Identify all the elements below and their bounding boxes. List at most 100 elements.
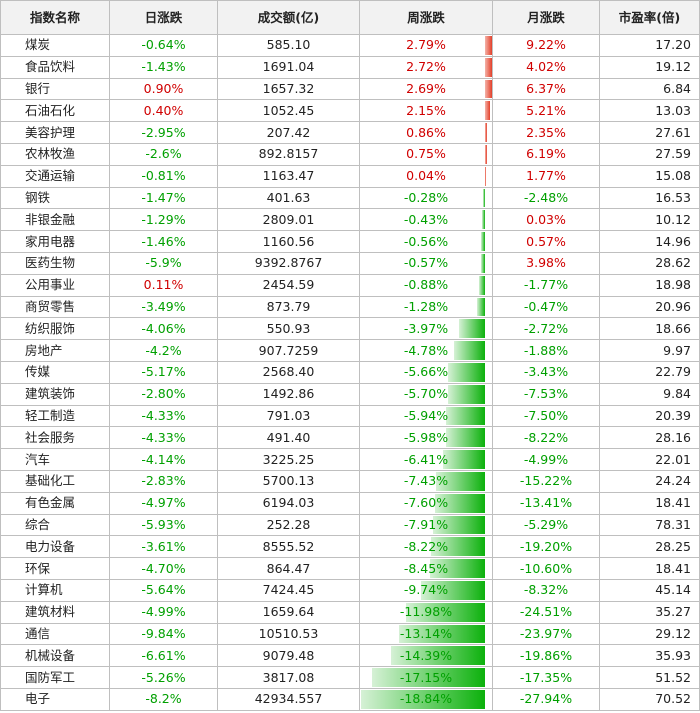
weekly-change-bar <box>433 515 486 535</box>
cell-pe-ratio: 35.27 <box>599 600 700 624</box>
cell-daily-change: 0.40% <box>109 99 218 123</box>
cell-pe-ratio: 14.96 <box>599 230 700 253</box>
cell-index-name: 汽车 <box>0 448 110 471</box>
cell-index-name: 计算机 <box>0 578 110 602</box>
cell-volume: 1052.45 <box>217 99 360 123</box>
weekly-change-bar <box>481 232 486 251</box>
weekly-change-value: -0.88% <box>403 277 449 293</box>
table-row: 电子 -8.2% 42934.557 -18.84% -27.94% 70.52 <box>0 687 700 711</box>
cell-index-name: 房地产 <box>0 339 110 362</box>
cell-daily-change: -5.93% <box>109 513 218 537</box>
table-body: 煤炭 -0.64% 585.10 2.79% 9.22% 17.20 食品饮料 -1.43% 1… <box>0 34 700 711</box>
cell-weekly-change: -0.43% <box>359 208 493 232</box>
cell-weekly-change: -6.41% <box>359 448 493 471</box>
weekly-change-value: 2.15% <box>406 102 446 118</box>
cell-volume: 2454.59 <box>217 273 360 297</box>
weekly-change-value: 0.04% <box>406 168 446 184</box>
cell-monthly-change: -13.41% <box>492 491 600 515</box>
weekly-change-value: -8.22% <box>403 538 449 554</box>
table-row: 非银金融 -1.29% 2809.01 -0.43% 0.03% 10.12 <box>0 208 700 232</box>
header-pe-ratio: 市盈率(倍) <box>599 0 700 35</box>
cell-monthly-change: -15.22% <box>492 469 600 493</box>
table-header-row: 指数名称 日涨跌 成交额(亿) 周涨跌 月涨跌 市盈率(倍) <box>0 0 700 35</box>
cell-monthly-change: -19.86% <box>492 644 600 668</box>
cell-pe-ratio: 15.08 <box>599 164 700 188</box>
weekly-change-bar <box>479 275 486 295</box>
cell-daily-change: -2.95% <box>109 121 218 144</box>
cell-volume: 8555.52 <box>217 535 360 559</box>
cell-daily-change: -5.9% <box>109 251 218 275</box>
cell-daily-change: 0.11% <box>109 273 218 297</box>
cell-volume: 907.7259 <box>217 339 360 362</box>
cell-weekly-change: -5.66% <box>359 360 493 384</box>
cell-index-name: 食品饮料 <box>0 55 110 79</box>
weekly-change-value: -0.56% <box>403 233 449 249</box>
table-row: 公用事业 0.11% 2454.59 -0.88% -1.77% 18.98 <box>0 273 700 297</box>
cell-daily-change: -2.83% <box>109 469 218 493</box>
cell-weekly-change: 0.86% <box>359 121 493 144</box>
weekly-change-bar <box>406 602 486 622</box>
weekly-change-value: -18.84% <box>399 691 453 707</box>
cell-index-name: 钢铁 <box>0 186 110 210</box>
cell-weekly-change: -11.98% <box>359 600 493 624</box>
weekly-change-bar <box>485 36 492 55</box>
table-row: 国防军工 -5.26% 3817.08 -17.15% -17.35% 51.52 <box>0 666 700 689</box>
cell-daily-change: -4.14% <box>109 448 218 471</box>
weekly-change-value: 2.69% <box>406 80 446 96</box>
weekly-change-value: -3.97% <box>403 320 449 336</box>
weekly-change-bar <box>485 123 488 142</box>
weekly-change-value: 2.72% <box>406 59 446 75</box>
cell-daily-change: -1.29% <box>109 208 218 232</box>
weekly-change-bar <box>442 450 486 469</box>
cell-pe-ratio: 20.39 <box>599 404 700 428</box>
cell-weekly-change: -0.88% <box>359 273 493 297</box>
header-volume: 成交额(亿) <box>217 0 360 35</box>
weekly-change-bar <box>481 253 486 273</box>
cell-volume: 5700.13 <box>217 469 360 493</box>
weekly-change-value: -9.74% <box>403 582 449 598</box>
cell-monthly-change: -7.50% <box>492 404 600 428</box>
table-row: 轻工制造 -4.33% 791.03 -5.94% -7.50% 20.39 <box>0 404 700 428</box>
weekly-change-bar <box>390 646 486 666</box>
weekly-change-bar <box>476 297 486 317</box>
weekly-change-bar <box>421 580 486 600</box>
weekly-change-value: -5.98% <box>403 429 449 445</box>
cell-daily-change: -2.6% <box>109 142 218 166</box>
cell-daily-change: 0.90% <box>109 77 218 101</box>
cell-volume: 2809.01 <box>217 208 360 232</box>
cell-monthly-change: 5.21% <box>492 99 600 123</box>
cell-index-name: 交通运输 <box>0 164 110 188</box>
weekly-change-bar <box>429 559 486 578</box>
cell-monthly-change: 9.22% <box>492 34 600 57</box>
table-row: 医药生物 -5.9% 9392.8767 -0.57% 3.98% 28.62 <box>0 251 700 275</box>
table-row: 综合 -5.93% 252.28 -7.91% -5.29% 78.31 <box>0 513 700 537</box>
weekly-change-bar <box>483 188 486 208</box>
table-row: 商贸零售 -3.49% 873.79 -1.28% -0.47% 20.96 <box>0 295 700 319</box>
cell-daily-change: -4.99% <box>109 600 218 624</box>
cell-weekly-change: -5.94% <box>359 404 493 428</box>
weekly-change-bar <box>459 319 486 339</box>
table-row: 建筑装饰 -2.80% 1492.86 -5.70% -7.53% 9.84 <box>0 382 700 406</box>
cell-pe-ratio: 78.31 <box>599 513 700 537</box>
cell-index-name: 有色金属 <box>0 491 110 515</box>
cell-monthly-change: -0.47% <box>492 295 600 319</box>
weekly-change-bar <box>435 493 486 513</box>
weekly-change-value: -7.91% <box>403 516 449 532</box>
cell-pe-ratio: 70.52 <box>599 687 700 711</box>
cell-pe-ratio: 29.12 <box>599 622 700 646</box>
cell-weekly-change: -0.56% <box>359 230 493 253</box>
cell-pe-ratio: 27.59 <box>599 142 700 166</box>
cell-index-name: 基础化工 <box>0 469 110 493</box>
cell-weekly-change: -3.97% <box>359 317 493 341</box>
cell-volume: 791.03 <box>217 404 360 428</box>
cell-index-name: 综合 <box>0 513 110 537</box>
table-row: 有色金属 -4.97% 6194.03 -7.60% -13.41% 18.41 <box>0 491 700 515</box>
weekly-change-value: -0.28% <box>403 189 449 205</box>
weekly-change-bar <box>445 428 486 448</box>
cell-daily-change: -9.84% <box>109 622 218 646</box>
table-row: 交通运输 -0.81% 1163.47 0.04% 1.77% 15.08 <box>0 164 700 188</box>
cell-volume: 864.47 <box>217 557 360 580</box>
cell-monthly-change: -2.48% <box>492 186 600 210</box>
cell-pe-ratio: 28.25 <box>599 535 700 559</box>
